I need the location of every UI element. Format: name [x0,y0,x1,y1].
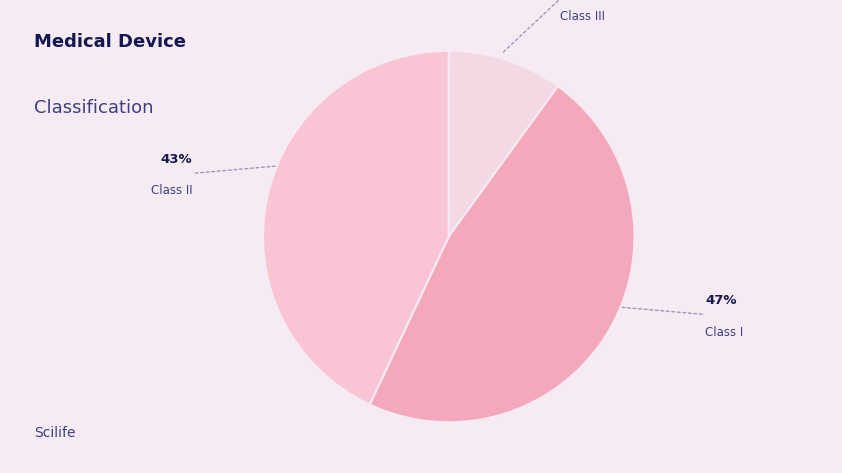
Wedge shape [263,51,449,404]
Wedge shape [449,51,558,236]
Text: 47%: 47% [705,294,737,307]
Wedge shape [370,86,635,422]
Text: Scilife: Scilife [34,426,75,440]
Text: Class II: Class II [151,184,193,198]
Text: Class III: Class III [560,10,605,23]
Text: 43%: 43% [161,153,193,166]
Text: Class I: Class I [705,325,743,339]
Text: Classification: Classification [34,99,153,117]
Text: Medical Device: Medical Device [34,33,186,51]
